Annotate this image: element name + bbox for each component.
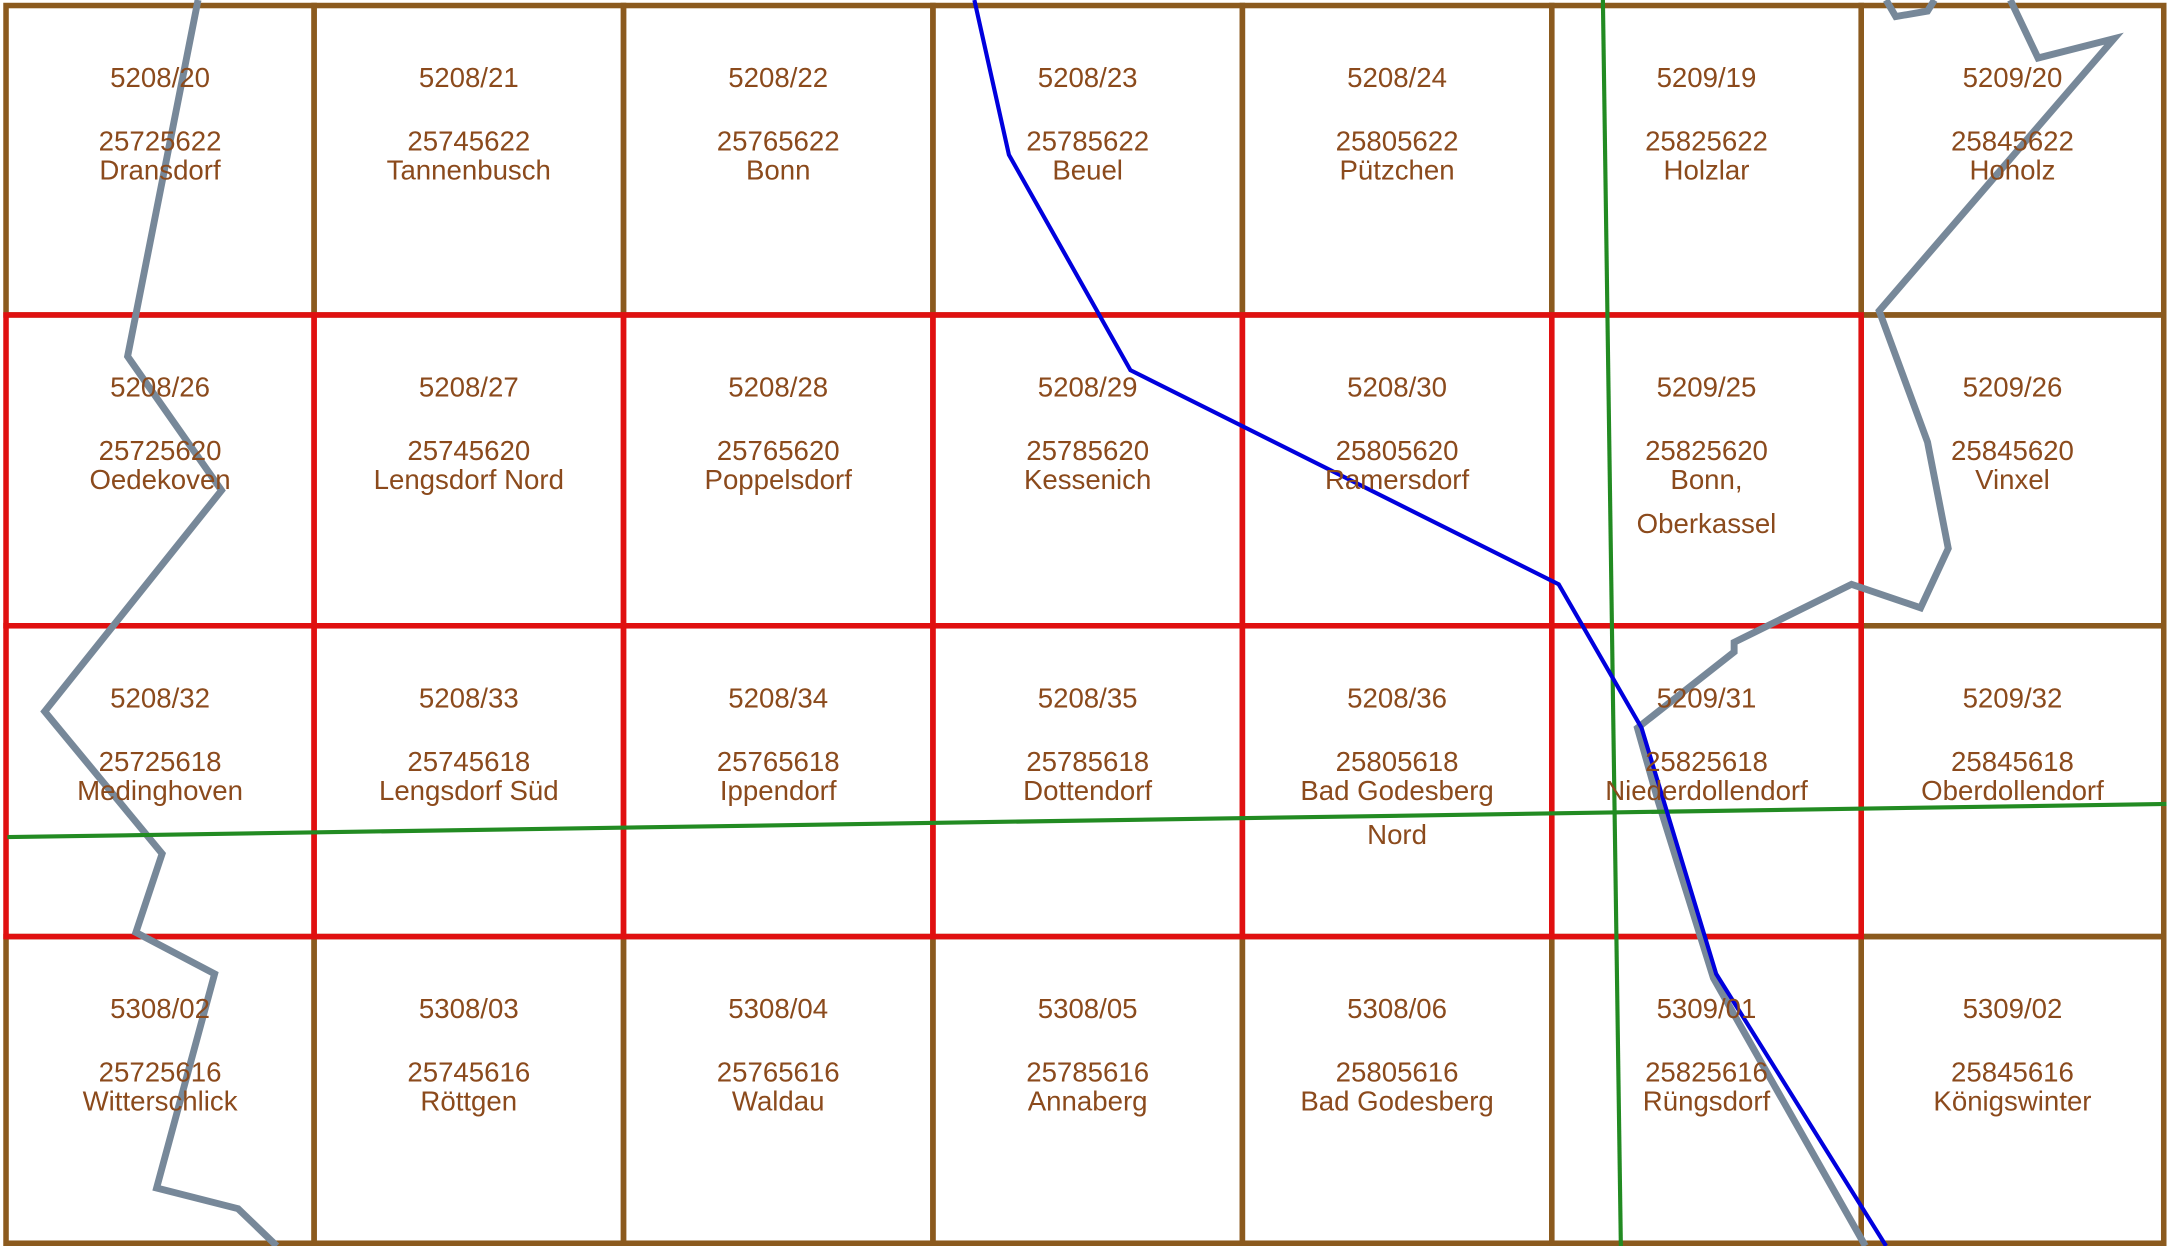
place-name: Oedekoven — [89, 464, 230, 495]
place-name: Bonn, — [1670, 464, 1742, 495]
sheet-number: 5308/03 — [419, 993, 519, 1024]
sheet-number: 5208/21 — [419, 62, 519, 93]
place-name: Hoholz — [1969, 155, 2055, 186]
place-name: Vinxel — [1975, 464, 2050, 495]
river — [972, 0, 1888, 1246]
tile-code: 25845622 — [1951, 126, 2074, 157]
sheet-number: 5308/06 — [1347, 993, 1447, 1024]
sheet-number: 5208/22 — [728, 62, 828, 93]
tile-code: 25745622 — [407, 126, 530, 157]
tile-code: 25805618 — [1336, 746, 1459, 777]
sheet-number: 5309/02 — [1963, 993, 2063, 1024]
tile-code: 25845616 — [1951, 1057, 2074, 1088]
tile-code: 25765618 — [717, 746, 840, 777]
place-name: Königswinter — [1933, 1086, 2091, 1117]
tile-code: 25825616 — [1645, 1057, 1768, 1088]
sheet-number: 5208/27 — [419, 371, 519, 402]
tile-code: 25765622 — [717, 126, 840, 157]
place-name: Waldau — [732, 1086, 825, 1117]
tile-code: 25845620 — [1951, 435, 2074, 466]
place-name: Nord — [1367, 819, 1427, 850]
place-name: Tannenbusch — [387, 155, 551, 186]
place-name: Dransdorf — [99, 155, 221, 186]
green-line — [7, 801, 2167, 840]
tile-code: 25725622 — [99, 126, 222, 157]
sheet-number: 5208/23 — [1038, 62, 1138, 93]
place-name: Ippendorf — [720, 775, 837, 806]
sheet-number: 5208/34 — [728, 682, 828, 713]
tile-code: 25805622 — [1336, 126, 1459, 157]
tile-code: 25825620 — [1645, 435, 1768, 466]
sheet-number: 5308/05 — [1038, 993, 1138, 1024]
boundary — [1883, 0, 1938, 21]
place-name: Oberkassel — [1637, 508, 1777, 539]
sheet-number: 5209/19 — [1657, 62, 1757, 93]
sheet-number: 5209/20 — [1963, 62, 2063, 93]
tile-code: 25825622 — [1645, 126, 1768, 157]
tile-code: 25805616 — [1336, 1057, 1459, 1088]
place-name: Witterschlick — [83, 1086, 238, 1117]
sheet-number: 5208/26 — [110, 371, 210, 402]
place-name: Oberdollendorf — [1921, 775, 2104, 806]
place-name: Bonn — [746, 155, 810, 186]
sheet-number: 5209/31 — [1657, 682, 1757, 713]
place-name: Dottendorf — [1023, 775, 1152, 806]
tile-code: 25745620 — [407, 435, 530, 466]
tile-code: 25765616 — [717, 1057, 840, 1088]
sheet-number: 5209/32 — [1963, 682, 2063, 713]
place-name: Lengsdorf Süd — [379, 775, 559, 806]
sheet-number: 5208/35 — [1038, 682, 1138, 713]
place-name: Beuel — [1052, 155, 1123, 186]
tile-code: 25805620 — [1336, 435, 1459, 466]
place-name: Rüngsdorf — [1643, 1086, 1771, 1117]
place-name: Bad Godesberg — [1300, 775, 1493, 806]
sheet-number: 5209/26 — [1963, 371, 2063, 402]
tile-code: 25825618 — [1645, 746, 1768, 777]
boundary — [40, 0, 280, 1246]
place-name: Poppelsdorf — [705, 464, 853, 495]
sheet-number: 5209/25 — [1657, 371, 1757, 402]
place-name: Bad Godesberg — [1300, 1086, 1493, 1117]
sheet-number: 5208/30 — [1347, 371, 1447, 402]
place-name: Lengsdorf Nord — [374, 464, 564, 495]
sheet-number: 5308/04 — [728, 993, 828, 1024]
green-line — [1600, 0, 1623, 1246]
tile-code: 25745618 — [407, 746, 530, 777]
sheet-number: 5208/36 — [1347, 682, 1447, 713]
tile-code: 25725618 — [99, 746, 222, 777]
sheet-number: 5208/20 — [110, 62, 210, 93]
place-name: Holzlar — [1664, 155, 1750, 186]
tile-code: 25725616 — [99, 1057, 222, 1088]
place-name: Medinghoven — [77, 775, 243, 806]
boundary — [1633, 0, 2124, 1246]
sheet-number: 5208/32 — [110, 682, 210, 713]
place-name: Röttgen — [420, 1086, 517, 1117]
place-name: Kessenich — [1024, 464, 1151, 495]
place-name: Pützchen — [1340, 155, 1455, 186]
sheet-number: 5308/02 — [110, 993, 210, 1024]
sheet-number: 5208/29 — [1038, 371, 1138, 402]
tile-code: 25845618 — [1951, 746, 2074, 777]
sheet-number: 5208/28 — [728, 371, 828, 402]
tile-code: 25785622 — [1026, 126, 1149, 157]
grid — [3, 2, 2167, 1246]
sheet-number: 5208/33 — [419, 682, 519, 713]
sheet-number: 5309/01 — [1657, 993, 1757, 1024]
tile-code: 25785618 — [1026, 746, 1149, 777]
sheet-number: 5208/24 — [1347, 62, 1447, 93]
place-name: Niederdollendorf — [1605, 775, 1808, 806]
place-name: Ramersdorf — [1325, 464, 1470, 495]
tile-code: 25725620 — [99, 435, 222, 466]
place-name: Annaberg — [1028, 1086, 1148, 1117]
tile — [1858, 933, 2167, 1246]
tile-code: 25745616 — [407, 1057, 530, 1088]
tile-code: 25785620 — [1026, 435, 1149, 466]
tile-code: 25785616 — [1026, 1057, 1149, 1088]
tile-code: 25765620 — [717, 435, 840, 466]
